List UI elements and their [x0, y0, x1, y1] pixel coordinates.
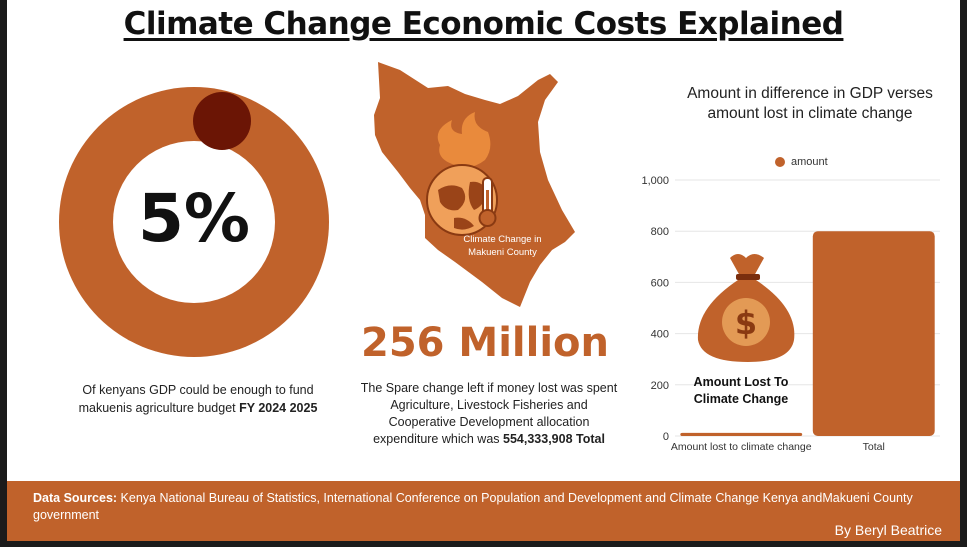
frame-bottom: [0, 541, 967, 547]
y-tick-label: 400: [651, 329, 669, 341]
flame-icon: [437, 112, 491, 168]
y-tick-label: 1,000: [641, 175, 669, 187]
y-tick-label: 0: [663, 431, 669, 443]
data-sources-label: Data Sources:: [33, 491, 118, 505]
map-label: Climate Change in Makueni County: [463, 234, 542, 258]
money-bag-label: Amount Lost To Climate Change: [693, 375, 789, 406]
author-credit: By Beryl Beatrice: [834, 522, 942, 538]
footer: Data Sources: Kenya National Bureau of S…: [7, 481, 960, 541]
legend-label: amount: [791, 156, 828, 168]
spare-change-bold: 554,333,908 Total: [503, 432, 605, 446]
y-tick-label: 200: [651, 380, 669, 392]
donut-caption-bold: FY 2024 2025: [239, 401, 318, 415]
legend-swatch: [775, 157, 785, 167]
x-tick-label: Amount lost to climate change: [671, 441, 812, 453]
spare-change-text: The Spare change left if money lost was …: [360, 381, 618, 446]
donut-caption: Of kenyans GDP could be enough to fund m…: [78, 381, 318, 417]
donut-highlight-segment: [193, 92, 251, 150]
globe-thermometer-fire-icon: [426, 112, 498, 236]
frame-left: [0, 0, 7, 547]
data-sources-text: Kenya National Bureau of Statistics, Int…: [33, 491, 913, 522]
donut-value: 5%: [137, 180, 251, 257]
money-bag-icon: $: [697, 254, 795, 362]
donut-caption-text: Of kenyans GDP could be enough to fund m…: [78, 383, 314, 415]
bar-total: [812, 231, 935, 436]
spare-change-caption: The Spare change left if money lost was …: [358, 380, 620, 448]
frame-right: [960, 0, 967, 547]
svg-text:$: $: [735, 304, 757, 342]
kenya-map: [374, 62, 575, 307]
gdp-share-donut: [59, 87, 329, 357]
chart-title: Amount in difference in GDP verses amoun…: [687, 85, 933, 122]
y-tick-label: 800: [651, 226, 669, 238]
data-sources: Data Sources: Kenya National Bureau of S…: [33, 490, 923, 524]
x-tick-label: Total: [863, 441, 885, 453]
chart-legend: amount: [775, 156, 828, 168]
page-title: Climate Change Economic Costs Explained: [123, 6, 844, 42]
donut-hole: [113, 141, 275, 303]
headline-number: 256 Million: [360, 320, 610, 366]
bar-amount-lost: [680, 432, 803, 436]
y-tick-label: 600: [651, 277, 669, 289]
